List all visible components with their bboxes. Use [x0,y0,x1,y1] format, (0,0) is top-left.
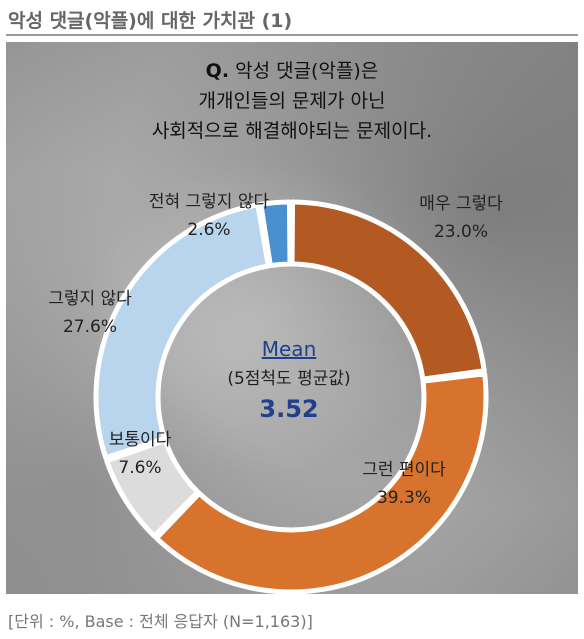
question-label: Q. [205,60,230,82]
slice-category-label: 전혀 그렇지 않다 [149,192,270,212]
slice-category-label: 그렇지 않다 [48,289,132,309]
title-divider [6,34,578,36]
slice-value-label: 39.3% [377,488,431,508]
slice-value-label: 23.0% [434,222,488,242]
donut-slice-3 [104,437,201,539]
question-line-2: 개개인들의 문제가 아닌 [198,90,386,112]
donut-slice-2 [154,371,489,594]
donut-slice-4 [93,202,271,461]
donut-slice-5 [258,199,293,269]
question-line-3: 사회적으로 해결해야되는 문제이다. [151,120,433,142]
slice-category-label: 매우 그렇다 [419,194,503,214]
slice-value-label: 7.6% [118,458,161,478]
donut-slice-1 [289,199,487,382]
mean-subtitle: (5점척도 평균값) [227,369,350,389]
question-text: Q. 악성 댓글(악플)은 개개인들의 문제가 아닌 사회적으로 해결해야되는 … [6,56,578,146]
footnote: [단위 : %, Base : 전체 응답자 (N=1,163)] [8,612,313,631]
chart-panel: Q. 악성 댓글(악플)은 개개인들의 문제가 아닌 사회적으로 해결해야되는 … [6,42,578,594]
question-line-1: Q. 악성 댓글(악플)은 [205,60,379,82]
donut-slices [93,199,489,594]
page-title: 악성 댓글(악플)에 대한 가치관 (1) [8,10,293,32]
mean-label: Mean [262,337,317,361]
slice-value-label: 27.6% [63,317,117,337]
background-photo [6,42,578,594]
slice-category-label: 그런 편이다 [362,460,446,480]
slice-value-label: 2.6% [187,220,230,240]
donut-chart: 매우 그렇다 23.0% 그런 편이다 39.3% 보통이다 7.6% 그렇지 않다 27.6… [48,192,503,594]
mean-value: 3.52 [259,395,318,423]
slice-category-label: 보통이다 [109,430,172,450]
slice-labels: 매우 그렇다 23.0% 그런 편이다 39.3% 보통이다 7.6% 그렇지 않다 27.6… [48,192,503,508]
